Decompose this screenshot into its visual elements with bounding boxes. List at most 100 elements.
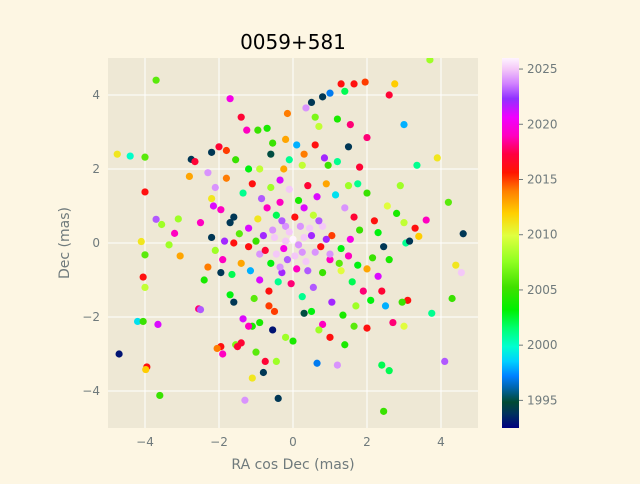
data-point [213,344,221,353]
data-point [380,407,388,415]
data-point [298,161,306,169]
data-point [232,156,240,164]
data-point [171,229,179,237]
data-point [137,237,145,246]
y-tick-label: 0 [92,236,100,250]
data-point [363,324,371,332]
data-point [328,232,336,240]
data-point [267,259,275,267]
x-axis-label: RA cos Dec (mas) [231,457,354,473]
data-point [300,233,308,242]
data-point [378,361,386,369]
data-point [126,152,134,160]
data-point [254,126,262,134]
data-points [113,58,467,415]
data-point [272,211,280,219]
data-point [254,215,262,223]
colorbar-tick-label: 2015 [527,172,558,186]
data-point [300,204,308,212]
data-point [222,146,230,155]
data-point [304,182,312,190]
data-point [261,357,269,365]
data-point [320,154,329,162]
data-point [245,322,253,330]
data-point [413,161,421,169]
data-point [270,307,279,316]
data-point [248,180,256,188]
data-point [278,217,286,225]
x-tick-label: −2 [210,435,228,449]
data-point [115,350,123,358]
data-point [274,278,282,286]
data-point [311,113,319,121]
data-point [354,180,362,188]
data-point [385,367,393,375]
data-point [139,317,147,326]
colorbar-tick-label: 2000 [527,338,558,352]
colorbar [502,58,519,428]
data-point [298,293,306,301]
data-point [341,341,349,349]
data-point [356,226,364,234]
data-point [319,269,327,277]
data-point [452,261,460,269]
data-point [278,269,286,277]
data-point [259,368,267,377]
data-point [368,254,377,262]
data-point [282,222,290,230]
data-point [291,213,299,221]
y-tick-label: −4 [82,384,100,398]
x-tick-label: 4 [437,435,445,449]
data-point [176,252,184,260]
data-point [311,248,319,256]
data-point [294,241,303,249]
data-point [230,298,238,306]
data-point [208,195,216,203]
data-point [280,165,288,173]
data-point [267,150,275,158]
data-point [341,204,349,212]
data-point [245,165,253,173]
data-point [241,396,249,404]
data-point [141,251,149,259]
colorbar-tick-label: 2005 [527,283,558,297]
data-point [367,296,375,304]
data-point [282,333,290,341]
data-point [341,87,349,95]
data-point [230,213,238,221]
data-point [385,256,393,264]
data-point [307,307,316,316]
data-point [307,232,316,240]
data-point [385,91,393,99]
data-point [270,233,279,242]
data-point [378,287,386,295]
data-point [457,269,465,277]
data-point [326,250,334,258]
data-point [283,256,292,264]
data-point [302,257,310,266]
data-point [256,276,264,284]
data-point [309,211,317,219]
data-point [289,337,297,345]
data-point [352,302,360,310]
y-tick-label: 4 [92,88,100,102]
data-point [285,156,293,164]
colorbar-tick-label: 1995 [527,393,558,407]
data-point [274,394,282,402]
data-point [272,357,280,365]
data-point [296,222,304,230]
data-point [422,216,430,224]
data-point [250,294,258,303]
data-point [139,273,147,281]
data-point [348,278,356,286]
data-point [326,89,334,97]
data-point [226,219,234,227]
data-point [363,189,371,197]
data-point [272,250,280,258]
data-point [428,309,436,317]
data-point [344,252,353,260]
data-point [222,174,230,182]
data-point [269,326,277,334]
data-point [237,113,245,121]
data-point [256,165,264,173]
